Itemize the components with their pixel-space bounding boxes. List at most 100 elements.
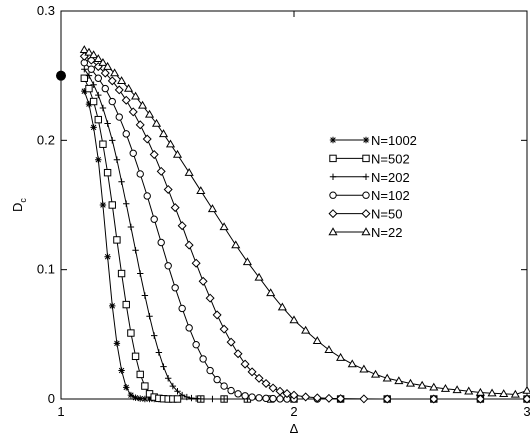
data-point bbox=[262, 394, 270, 403]
data-point bbox=[104, 120, 111, 127]
data-point bbox=[115, 113, 123, 121]
legend-label: N=22 bbox=[371, 225, 402, 240]
data-point bbox=[255, 394, 263, 402]
axis-ticks: 1 2 3 0 0.1 0.2 0.3 bbox=[37, 3, 530, 419]
data-point bbox=[184, 167, 194, 176]
data-point bbox=[247, 367, 257, 377]
data-point bbox=[121, 95, 131, 105]
legend-item: N=502 bbox=[329, 151, 410, 166]
data-point bbox=[123, 384, 130, 391]
data-point bbox=[80, 74, 88, 82]
data-point bbox=[157, 238, 165, 247]
legend-marker bbox=[328, 209, 338, 219]
y-tick-label: 0.2 bbox=[37, 132, 55, 147]
data-point bbox=[452, 385, 462, 394]
data-point bbox=[207, 204, 218, 213]
legend-marker bbox=[362, 173, 370, 180]
series-N=50 bbox=[79, 51, 530, 404]
legend-marker bbox=[362, 136, 370, 144]
x-tick-label: 3 bbox=[523, 404, 530, 419]
data-point bbox=[429, 394, 439, 404]
data-point bbox=[198, 276, 208, 286]
data-point bbox=[130, 91, 141, 100]
data-point bbox=[196, 186, 206, 194]
data-point bbox=[109, 302, 116, 310]
data-point bbox=[178, 304, 186, 313]
data-point bbox=[475, 394, 485, 404]
data-point bbox=[405, 378, 416, 387]
data-point bbox=[336, 394, 346, 404]
data-point bbox=[98, 58, 108, 66]
data-point bbox=[522, 385, 530, 394]
data-point bbox=[475, 387, 485, 396]
data-point bbox=[85, 72, 93, 79]
legend-marker bbox=[329, 173, 337, 180]
data-point bbox=[136, 170, 144, 178]
data-point bbox=[89, 50, 99, 59]
data-point bbox=[429, 382, 439, 391]
data-point bbox=[93, 54, 103, 63]
data-point bbox=[137, 100, 148, 109]
data-point bbox=[347, 359, 357, 368]
data-point bbox=[127, 391, 135, 399]
data-point bbox=[170, 203, 180, 213]
data-point bbox=[113, 340, 121, 347]
series-N=502 bbox=[80, 74, 530, 403]
data-point bbox=[266, 288, 276, 297]
y-tick-label: 0 bbox=[48, 391, 55, 406]
data-point bbox=[312, 336, 322, 344]
data-point bbox=[261, 378, 271, 388]
data-point bbox=[124, 83, 134, 92]
data-point bbox=[370, 369, 381, 378]
y-axis-label-subscript: c bbox=[18, 198, 28, 203]
data-point bbox=[132, 247, 139, 254]
data-point bbox=[127, 223, 135, 231]
data-point bbox=[359, 364, 369, 373]
data-point bbox=[146, 395, 153, 403]
data-point bbox=[275, 386, 285, 396]
data-point bbox=[185, 324, 193, 332]
data-point bbox=[103, 61, 113, 70]
data-point bbox=[122, 130, 130, 138]
data-point bbox=[99, 140, 107, 148]
data-point bbox=[241, 392, 249, 400]
data-point bbox=[382, 394, 392, 404]
data-point bbox=[81, 87, 88, 95]
legend-marker bbox=[362, 154, 370, 163]
data-point bbox=[184, 240, 194, 250]
data-point bbox=[183, 393, 191, 401]
legend-label: N=502 bbox=[371, 151, 410, 166]
data-point bbox=[117, 76, 127, 85]
data-point bbox=[151, 118, 162, 127]
data-point bbox=[234, 390, 242, 398]
data-point bbox=[117, 269, 126, 278]
data-point bbox=[84, 47, 94, 56]
legend-label: N=1002 bbox=[371, 133, 417, 148]
legend: N=1002 N=502 N=202 N=102 N=50 N=22 bbox=[328, 133, 417, 240]
plot-frame bbox=[60, 10, 528, 400]
data-point bbox=[129, 149, 137, 157]
data-point bbox=[118, 367, 125, 374]
data-point bbox=[301, 392, 311, 402]
data-point bbox=[141, 395, 149, 403]
data-point bbox=[213, 375, 221, 384]
data-point bbox=[155, 349, 163, 356]
y-axis-label-main: D bbox=[10, 203, 25, 212]
legend-marker bbox=[328, 227, 338, 236]
legend-label: N=102 bbox=[371, 188, 410, 203]
data-point bbox=[177, 221, 187, 231]
data-point bbox=[242, 257, 252, 266]
data-point bbox=[90, 81, 97, 88]
data-point bbox=[233, 349, 243, 359]
data-point bbox=[144, 109, 155, 118]
data-point bbox=[85, 84, 93, 93]
data-point bbox=[94, 115, 102, 124]
data-point bbox=[227, 386, 235, 395]
data-point bbox=[248, 393, 256, 401]
y-tick-label: 0.3 bbox=[37, 3, 55, 18]
data-point bbox=[206, 366, 214, 375]
data-point bbox=[164, 375, 172, 382]
data-point bbox=[103, 168, 112, 177]
data-point bbox=[276, 395, 284, 403]
data-point bbox=[219, 222, 229, 231]
